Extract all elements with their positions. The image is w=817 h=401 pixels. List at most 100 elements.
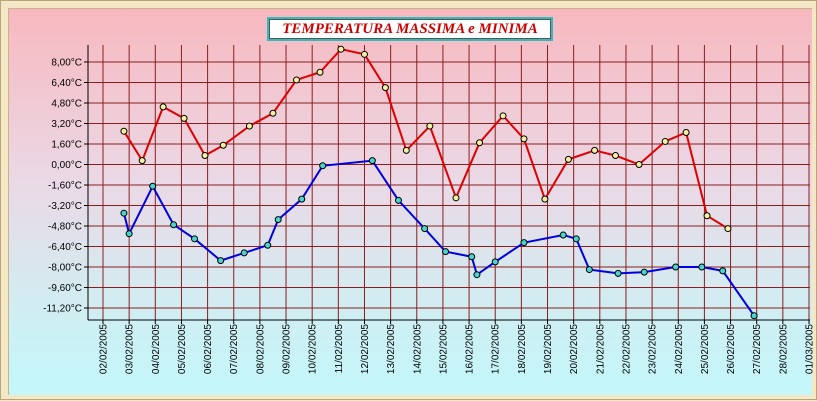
series-point: [672, 263, 680, 271]
x-tick-label: 11/02/2005: [334, 324, 345, 374]
series-point: [724, 225, 732, 233]
y-tick-label: 1,60°C: [51, 140, 82, 151]
y-tick-label: -9,60°C: [48, 283, 82, 294]
series-point: [201, 152, 209, 160]
series-point: [360, 50, 368, 58]
series-point: [520, 239, 528, 247]
series-point: [585, 266, 593, 274]
x-tick-label: 06/02/2005: [203, 324, 214, 374]
chart-title-box: TEMPERATURA MASSIMA e MINIMA: [269, 19, 551, 39]
x-tick-label: 02/02/2005: [99, 324, 110, 374]
series-point: [191, 235, 199, 243]
y-tick-label: -6,40°C: [48, 242, 82, 253]
series-point: [614, 269, 622, 277]
y-tick-label: -8,00°C: [48, 263, 82, 274]
series-point: [750, 312, 758, 320]
series-point: [316, 68, 324, 76]
x-tick-label: 18/02/2005: [517, 324, 528, 374]
series-point: [703, 212, 711, 220]
series-point: [170, 221, 178, 229]
y-tick-label: -11,20°C: [43, 304, 82, 315]
series-point: [269, 109, 277, 117]
series-point: [572, 235, 580, 243]
series-point: [180, 114, 188, 122]
series-point: [138, 157, 146, 165]
series-point: [491, 258, 499, 266]
series-point: [682, 128, 690, 136]
x-tick-label: 25/02/2005: [700, 324, 711, 374]
series-point: [476, 139, 484, 147]
series-point: [245, 122, 253, 130]
series-point: [149, 182, 157, 190]
x-tick-label: 27/02/2005: [752, 324, 763, 374]
series-point: [402, 146, 410, 154]
series-point: [368, 157, 376, 165]
series-point: [452, 194, 460, 202]
series-point: [319, 162, 327, 170]
series-point: [337, 45, 345, 53]
series-point: [635, 161, 643, 168]
series-point: [219, 141, 227, 149]
series-point: [612, 152, 620, 160]
series-point: [426, 122, 434, 130]
series-point: [499, 112, 507, 120]
x-tick-label: 19/02/2005: [543, 324, 554, 374]
series-point: [394, 196, 402, 204]
x-tick-label: 15/02/2005: [438, 324, 449, 374]
series-point: [591, 146, 599, 154]
series-point: [421, 225, 429, 233]
y-tick-label: -1,60°C: [48, 181, 82, 192]
y-tick-label: -3,20°C: [48, 201, 82, 212]
series-point: [217, 257, 225, 265]
series-point: [559, 231, 567, 239]
x-tick-label: 24/02/2005: [674, 324, 685, 374]
series-point: [125, 230, 133, 238]
series-point: [292, 76, 300, 84]
series-point: [541, 195, 549, 203]
series-point: [120, 209, 128, 217]
series-point: [468, 253, 476, 261]
y-tick-label: 8,00°C: [51, 58, 82, 69]
x-tick-label: 14/02/2005: [412, 324, 423, 374]
series-point: [442, 248, 450, 256]
x-tick-label: 20/02/2005: [569, 324, 580, 374]
series-point: [640, 268, 648, 276]
x-tick-label: 28/02/2005: [778, 324, 789, 374]
series-point: [564, 155, 572, 163]
x-tick-label: 23/02/2005: [648, 324, 659, 374]
x-tick-label: 09/02/2005: [282, 324, 293, 374]
y-tick-label: 6,40°C: [51, 78, 82, 89]
series-point: [698, 263, 706, 271]
series-point: [520, 135, 528, 143]
series-line: [123, 48, 729, 230]
series-point: [298, 195, 306, 203]
x-tick-label: 10/02/2005: [308, 324, 319, 374]
x-tick-label: 12/02/2005: [360, 324, 371, 374]
series-point: [661, 137, 669, 145]
x-tick-label: 13/02/2005: [386, 324, 397, 374]
series-point: [264, 241, 272, 249]
x-tick-label: 07/02/2005: [229, 324, 240, 374]
y-tick-label: 4,80°C: [51, 99, 82, 110]
series-point: [120, 127, 128, 135]
x-tick-label: 21/02/2005: [595, 324, 606, 374]
x-tick-label: 16/02/2005: [465, 324, 476, 374]
y-tick-label: 0,00°C: [51, 160, 82, 171]
series-point: [240, 249, 248, 257]
x-tick-label: 22/02/2005: [621, 324, 632, 374]
x-tick-label: 05/02/2005: [177, 324, 188, 374]
x-tick-label: 26/02/2005: [726, 324, 737, 374]
series-point: [274, 216, 282, 224]
series-point: [159, 103, 167, 111]
series-point: [473, 271, 481, 279]
x-tick-label: 08/02/2005: [255, 324, 266, 374]
series-line: [122, 159, 755, 317]
x-tick-label: 04/02/2005: [151, 324, 162, 374]
x-tick-label: 17/02/2005: [491, 324, 502, 374]
y-tick-label: 3,20°C: [51, 119, 82, 130]
x-tick-label: 03/02/2005: [125, 324, 136, 374]
series-point: [381, 84, 389, 92]
chart-title: TEMPERATURA MASSIMA e MINIMA: [282, 21, 538, 37]
